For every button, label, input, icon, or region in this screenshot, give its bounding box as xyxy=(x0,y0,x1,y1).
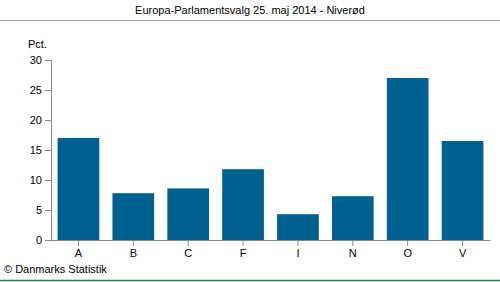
bar xyxy=(112,193,154,240)
plot: 0 5 10 15 20 25 30 A B C F I N O V xyxy=(30,54,491,259)
x-tick-label: F xyxy=(240,247,247,259)
y-tick: 10 xyxy=(30,174,51,186)
x-tick-mark xyxy=(78,240,79,246)
x-tick: O xyxy=(403,240,412,259)
x-tick: C xyxy=(184,240,192,259)
x-tick-label: C xyxy=(184,247,192,259)
x-tick-mark xyxy=(407,240,408,246)
x-tick: N xyxy=(349,240,357,259)
x-tick: V xyxy=(459,240,467,259)
y-tick-label: 10 xyxy=(30,174,42,186)
y-tick-mark xyxy=(45,60,51,61)
y-tick: 20 xyxy=(30,114,51,126)
x-tick-label: I xyxy=(296,247,299,259)
y-tick-label: 20 xyxy=(30,114,42,126)
x-tick-label: N xyxy=(349,247,357,259)
x-tick: F xyxy=(240,240,247,259)
x-tick-mark xyxy=(297,240,298,246)
bar xyxy=(277,214,319,240)
x-tick-mark xyxy=(462,240,463,246)
y-tick-mark xyxy=(45,240,51,241)
x-axis: ABCFINOV xyxy=(52,240,491,259)
bar xyxy=(387,78,429,240)
y-tick-mark xyxy=(45,120,51,121)
bar xyxy=(332,196,374,240)
x-tick-mark xyxy=(188,240,189,246)
x-tick: A xyxy=(75,240,83,259)
y-tick-mark xyxy=(45,150,51,151)
x-tick-mark xyxy=(133,240,134,246)
bars xyxy=(58,78,484,240)
x-tick-label: O xyxy=(403,247,412,259)
chart: Europa-Parlamentsvalg 25. maj 2014 - Niv… xyxy=(0,0,500,282)
bar xyxy=(222,169,264,240)
y-tick: 5 xyxy=(36,204,51,216)
y-tick: 30 xyxy=(30,54,51,66)
y-tick-mark xyxy=(45,90,51,91)
y-tick: 0 xyxy=(36,234,51,246)
y-tick-label: 5 xyxy=(36,204,42,216)
y-tick-label: 0 xyxy=(36,234,42,246)
y-tick: 15 xyxy=(30,144,51,156)
bar xyxy=(58,138,100,240)
y-tick-label: 15 xyxy=(30,144,42,156)
y-label: Pct. xyxy=(28,38,47,50)
y-axis-line xyxy=(51,61,52,241)
title-rule xyxy=(0,20,500,21)
x-tick-label: B xyxy=(130,247,137,259)
x-tick-mark xyxy=(352,240,353,246)
x-tick: B xyxy=(130,240,137,259)
x-axis-line xyxy=(52,240,491,241)
x-tick-mark xyxy=(243,240,244,246)
y-tick-label: 25 xyxy=(30,84,42,96)
footer-rule xyxy=(0,280,500,282)
bar xyxy=(167,188,209,240)
y-tick-mark xyxy=(45,180,51,181)
y-tick-label: 30 xyxy=(30,54,42,66)
y-axis: 0 5 10 15 20 25 30 xyxy=(30,54,52,246)
x-tick-label: V xyxy=(459,247,467,259)
title: Europa-Parlamentsvalg 25. maj 2014 - Niv… xyxy=(135,4,365,16)
source: © Danmarks Statistik xyxy=(4,263,107,275)
x-tick-label: A xyxy=(75,247,83,259)
bar xyxy=(442,141,484,240)
x-tick: I xyxy=(296,240,299,259)
y-tick: 25 xyxy=(30,84,51,96)
y-tick-mark xyxy=(45,210,51,211)
